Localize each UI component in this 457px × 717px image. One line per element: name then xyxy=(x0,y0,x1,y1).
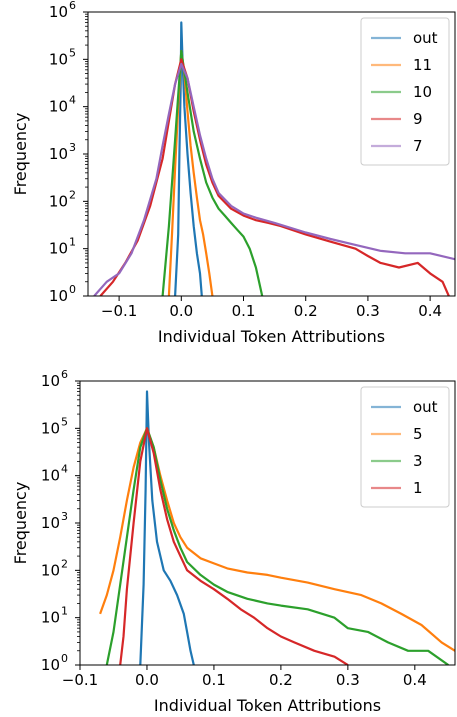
panel1-legend: out 11 10 9 7 xyxy=(360,17,450,166)
panel2-ytick-exponent: 3 xyxy=(61,510,68,523)
panel1-ytick-exponent: 6 xyxy=(69,0,76,12)
panel2-lines xyxy=(99,390,455,665)
panel1-legend-label-9: 9 xyxy=(413,110,423,128)
panel2-ytick-label: 10 xyxy=(41,656,60,674)
panel1-ytick-label: 10 xyxy=(49,287,68,305)
panel2-legend-label-out: out xyxy=(413,398,438,416)
panel2-xtick-label: −0.1 xyxy=(62,671,98,689)
panel2-ytick-exponent: 1 xyxy=(61,605,68,618)
panel2-x-axis-label: Individual Token Attributions xyxy=(154,696,381,715)
panel1-legend-label-11: 11 xyxy=(413,56,432,74)
panel2-legend-label-5: 5 xyxy=(413,425,423,443)
panel2-legend-label-1: 1 xyxy=(413,479,423,497)
panel2-ytick-exponent: 6 xyxy=(61,368,68,381)
panel2-series-3-line xyxy=(105,427,449,665)
panel1-xtick-label: 0.1 xyxy=(232,302,256,320)
panel2-legend-box xyxy=(360,386,450,508)
panel1-legend-label-10: 10 xyxy=(413,83,432,101)
panel1-legend-label-7: 7 xyxy=(413,137,423,155)
panel2-ytick-label: 10 xyxy=(41,372,60,390)
panel1-xtick-label: 0.4 xyxy=(418,302,442,320)
panel2-xtick-label: 0.3 xyxy=(336,671,360,689)
panel2-ytick-exponent: 5 xyxy=(61,415,68,428)
panel1-series-11-line xyxy=(167,49,214,296)
panel1-ytick-label: 10 xyxy=(49,145,68,163)
panel1-xtick-label: 0.3 xyxy=(356,302,380,320)
panel2-xtick-label: 0.1 xyxy=(202,671,226,689)
panel1-xtick-label: −0.1 xyxy=(101,302,137,320)
panel2-xtick-label: 0.0 xyxy=(135,671,159,689)
panel1-series-out-line xyxy=(174,21,203,296)
panel1-ytick-label: 10 xyxy=(49,192,68,210)
panel1-ytick-exponent: 2 xyxy=(69,188,76,201)
panel2-xtick-label: 0.4 xyxy=(403,671,427,689)
panel2-ytick-exponent: 2 xyxy=(61,557,68,570)
panel1-ytick-exponent: 5 xyxy=(69,46,76,59)
panel2-ytick-label: 10 xyxy=(41,467,60,485)
panel1-ytick-label: 10 xyxy=(49,3,68,21)
panel2-ytick-label: 10 xyxy=(41,514,60,532)
panel2-ytick-label: 10 xyxy=(41,419,60,437)
panel1-legend-box xyxy=(360,17,450,166)
panel1-ytick-label: 10 xyxy=(49,50,68,68)
panel2-ytick-exponent: 0 xyxy=(61,652,68,665)
panel1-ytick-exponent: 0 xyxy=(69,283,76,296)
panel2-xtick-label: 0.2 xyxy=(269,671,293,689)
panel1-series-9-line xyxy=(99,58,450,296)
panel1-ytick-exponent: 3 xyxy=(69,141,76,154)
panel1-x-axis-label: Individual Token Attributions xyxy=(158,327,385,346)
panel1-lines xyxy=(93,21,455,296)
panel1-ytick-label: 10 xyxy=(49,240,68,258)
panel1-series-7-line xyxy=(93,62,455,296)
panel1-legend-label-out: out xyxy=(413,29,438,47)
panel2-ytick-label: 10 xyxy=(41,561,60,579)
panel2-series-5-line xyxy=(99,427,455,652)
panel1-series-10-line xyxy=(161,49,264,296)
panel2-series-1-line xyxy=(119,427,349,665)
panel1-xtick-label: 0.0 xyxy=(169,302,193,320)
panel2-ytick-exponent: 4 xyxy=(61,463,68,476)
panel2-series-out-line xyxy=(139,390,195,665)
panel2-y-axis-label: Frequency xyxy=(11,482,30,565)
panel1-y-axis-label: Frequency xyxy=(11,113,30,196)
panel2-ytick-label: 10 xyxy=(41,609,60,627)
panel1-xtick-label: 0.2 xyxy=(294,302,318,320)
panel1-ytick-exponent: 1 xyxy=(69,236,76,249)
panel1-ytick-exponent: 4 xyxy=(69,94,76,107)
panel2-legend-label-3: 3 xyxy=(413,452,423,470)
panel2-legend: out 5 3 1 xyxy=(360,386,450,508)
panel1-ytick-label: 10 xyxy=(49,98,68,116)
